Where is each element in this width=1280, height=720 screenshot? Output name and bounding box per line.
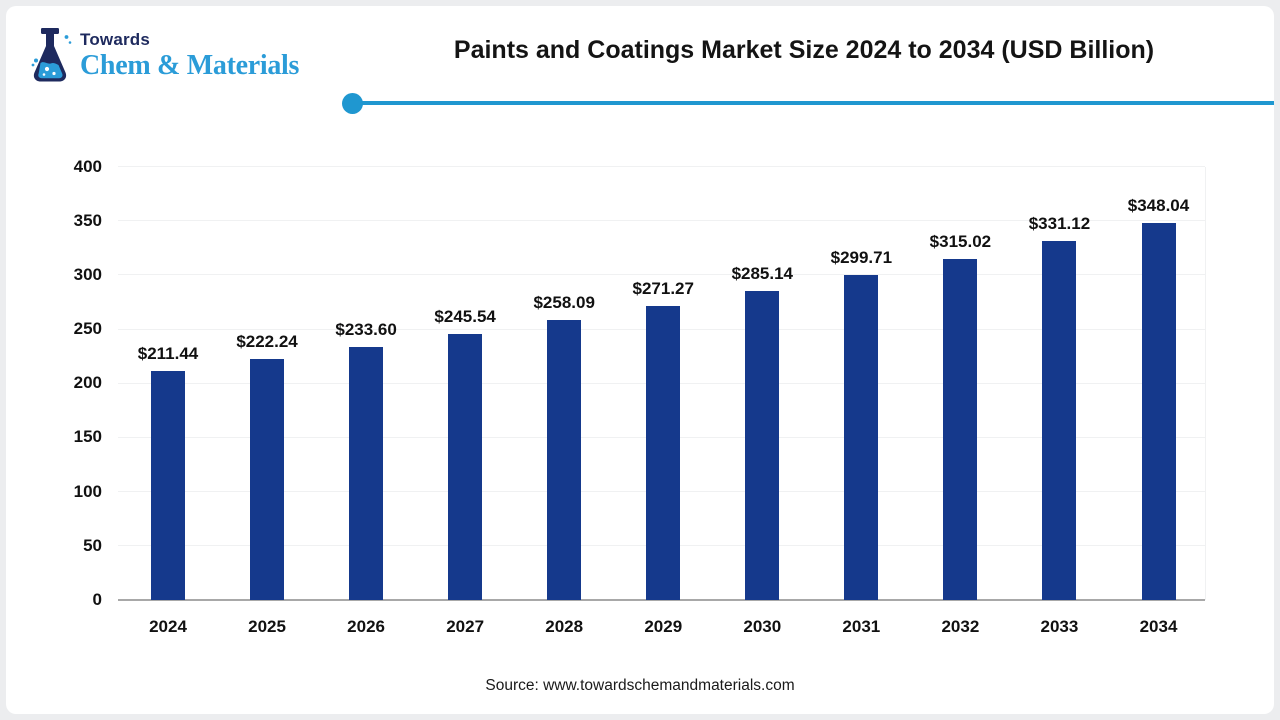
y-axis-tick-400: 400 — [73, 156, 102, 176]
x-axis-tick-2030: 2030 — [743, 617, 782, 636]
bar-value-label-2033: $331.12 — [1028, 214, 1091, 234]
chart-title: Paints and Coatings Market Size 2024 to … — [453, 36, 1155, 64]
bar-value-label-2029: $271.27 — [632, 279, 694, 298]
bar-value-label-2031: $299.71 — [830, 248, 893, 268]
y-axis-tick-150: 150 — [73, 427, 102, 447]
bar-2029 — [646, 306, 681, 600]
bar-value-label-2028: $258.09 — [533, 293, 595, 313]
gridline-y-350 — [118, 220, 1205, 222]
x-axis-tick-2026: 2026 — [347, 617, 385, 636]
brand-name-towards: Towards — [80, 30, 151, 49]
brand-text: Towards Chem & Materials — [80, 27, 299, 82]
x-axis-tick-2024: 2024 — [149, 617, 187, 636]
gridline-y-400 — [118, 166, 1205, 167]
title-divider-line — [342, 93, 1274, 114]
x-axis-tick-2032: 2032 — [941, 617, 980, 636]
bar-value-label-2030: $285.14 — [731, 263, 794, 283]
bar-value-label-2027: $245.54 — [434, 306, 496, 326]
flask-icon — [31, 28, 72, 82]
y-axis-tick-0: 0 — [92, 590, 102, 609]
divider-dot — [342, 93, 363, 114]
brand-logo: Towards Chem & Materials — [28, 27, 299, 87]
bar-value-label-2034: $348.04 — [1127, 195, 1190, 215]
x-axis-tick-2027: 2027 — [446, 617, 485, 636]
x-axis-tick-2031: 2031 — [842, 617, 881, 636]
bar-2026 — [349, 346, 384, 600]
bar-value-label-2026: $233.60 — [335, 319, 397, 339]
bar-2030 — [745, 290, 780, 600]
bar-2033 — [1042, 241, 1077, 600]
y-axis-tick-350: 350 — [73, 210, 102, 230]
bar-2027 — [448, 333, 483, 600]
bar-value-label-2032: $315.02 — [929, 231, 992, 251]
bar-2024 — [151, 370, 185, 600]
brand-name-chem-materials: Chem & Materials — [80, 50, 300, 81]
y-axis-tick-50: 50 — [83, 535, 102, 555]
bar-2025 — [250, 359, 285, 600]
bar-2032 — [943, 258, 978, 600]
bar-2031 — [844, 275, 879, 600]
y-axis-tick-200: 200 — [73, 373, 102, 393]
x-axis-tick-2025: 2025 — [248, 617, 286, 636]
source-text: Source: www.towardschemandmaterials.com — [485, 677, 795, 694]
gridline-y-300 — [118, 274, 1205, 276]
y-axis-tick-100: 100 — [73, 481, 102, 501]
bar-2034 — [1141, 222, 1176, 600]
y-axis-tick-250: 250 — [73, 319, 102, 339]
bar-value-label-2024: $211.44 — [137, 343, 199, 363]
bar-value-label-2025: $222.24 — [236, 332, 298, 352]
x-axis-tick-2034: 2034 — [1139, 617, 1178, 636]
plot-right-border — [1205, 166, 1206, 600]
y-axis-tick-300: 300 — [73, 264, 102, 284]
x-axis-tick-2029: 2029 — [644, 617, 683, 636]
x-axis-tick-2028: 2028 — [545, 617, 584, 636]
x-axis-line — [118, 599, 1205, 601]
bar-2028 — [547, 320, 582, 600]
x-axis-tick-2033: 2033 — [1040, 617, 1079, 636]
